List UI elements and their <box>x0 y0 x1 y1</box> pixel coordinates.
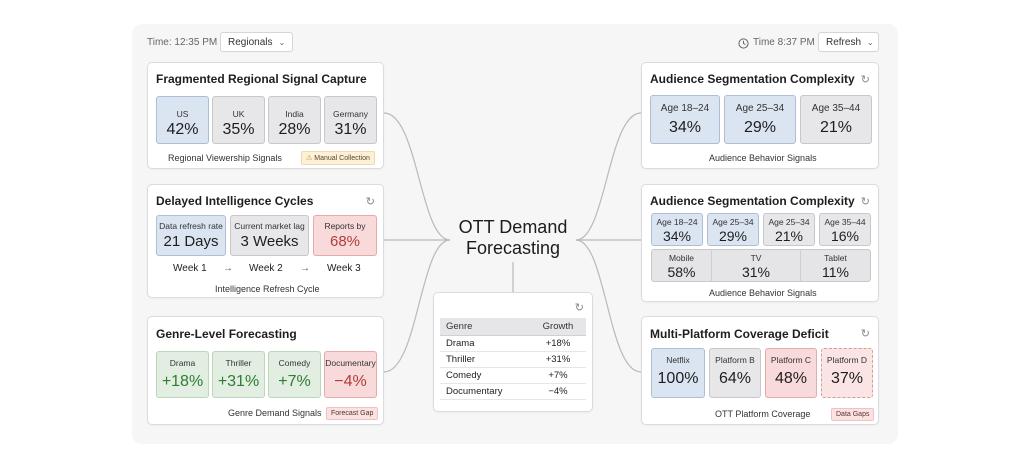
table-header-genre: Genre <box>440 318 530 336</box>
regional-signal-card: Fragmented Regional Signal Capture US 42… <box>147 62 384 169</box>
arrow-right-icon: → <box>223 263 233 274</box>
chevron-down-icon: ⌄ <box>867 37 874 47</box>
region-tile-uk: UK 35% <box>212 96 265 144</box>
refresh-icon[interactable]: ↻ <box>860 74 870 86</box>
clock-icon <box>738 36 749 54</box>
week-3-label: Week 3 <box>327 263 361 274</box>
market-lag-tile: Current market lag 3 Weeks <box>230 215 309 256</box>
regionals-select-value: Regionals <box>228 36 273 48</box>
connector-audience1 <box>575 112 642 241</box>
manual-collection-badge: ⚠ Manual Collection <box>301 151 375 165</box>
card-title: Multi-Platform Coverage Deficit <box>650 327 829 341</box>
center-title-line2: Forecasting <box>465 238 561 258</box>
card-title: Genre-Level Forecasting <box>156 327 297 341</box>
center-title-line1: OTT Demand <box>458 217 568 237</box>
platform-tile-netflix: Netflix 100% <box>651 348 705 398</box>
forecast-gap-badge: Forecast Gap <box>326 407 379 420</box>
genre-tile-thriller: Thriller +31% <box>212 351 265 398</box>
table-row: Documentary −4% <box>440 383 586 400</box>
arrow-right-icon: → <box>300 263 310 274</box>
refresh-icon[interactable]: ↻ <box>860 196 870 208</box>
audience-segmentation-card-2: Audience Segmentation Complexity ↻ Age 1… <box>641 184 879 302</box>
region-tile-germany: Germany 31% <box>324 96 377 144</box>
age-tile-18-24: Age 18–24 34% <box>650 95 720 144</box>
platform-tile-b: Platform B 64% <box>709 348 761 398</box>
connector-genre <box>383 239 451 373</box>
genre-tile-documentary: Documentary −4% <box>324 351 377 398</box>
delayed-intelligence-card: Delayed Intelligence Cycles ↻ Data refre… <box>147 184 384 298</box>
left-time: Time: 12:35 PM <box>147 37 218 48</box>
genre-forecasting-card: Genre-Level Forecasting Drama +18% Thril… <box>147 316 384 425</box>
platform-tile-c: Platform C 48% <box>765 348 817 398</box>
device-tiles-row: Mobile 58% TV 31% Tablet 11% <box>651 249 871 282</box>
reports-tile: Reports by 68% <box>313 215 377 256</box>
region-tile-india: India 28% <box>268 96 321 144</box>
data-gaps-badge: Data Gaps <box>831 408 875 421</box>
warning-icon: ⚠ <box>306 155 313 162</box>
card-title: Audience Segmentation Complexity <box>650 194 855 208</box>
regionals-select[interactable]: Regionals ⌄ <box>220 32 294 52</box>
age-tile-25-34: Age 25–34 29% <box>724 95 796 144</box>
age-tile-25-34: Age 25–34 29% <box>707 213 759 246</box>
table-row: Thriller +31% <box>440 351 586 368</box>
refresh-icon[interactable]: ↻ <box>574 302 584 314</box>
card-caption: OTT Platform Coverage <box>715 409 811 419</box>
card-caption: Intelligence Refresh Cycle <box>215 284 320 294</box>
right-time: Time 8:37 PM <box>753 37 815 48</box>
refresh-rate-tile: Data refresh rate 21 Days <box>156 215 226 256</box>
chevron-down-icon: ⌄ <box>278 37 286 47</box>
card-title: Audience Segmentation Complexity <box>650 72 855 86</box>
card-caption: Audience Behavior Signals <box>709 153 817 163</box>
platform-coverage-card: Multi-Platform Coverage Deficit ↻ Netfli… <box>641 316 879 425</box>
refresh-select-value: Refresh <box>826 36 862 48</box>
region-tile-us: US 42% <box>156 96 209 144</box>
center-title: OTT Demand Forecasting <box>450 217 576 259</box>
card-caption: Audience Behavior Signals <box>709 288 817 298</box>
refresh-icon[interactable]: ↻ <box>860 328 870 340</box>
genre-growth-table-card: ↻ Genre Growth Drama +18% Thriller +31% <box>433 292 593 412</box>
card-caption: Regional Viewership Signals <box>168 153 282 163</box>
audience-segmentation-card-1: Audience Segmentation Complexity ↻ Age 1… <box>641 62 879 169</box>
genre-tile-drama: Drama +18% <box>156 351 209 398</box>
table-row: Comedy +7% <box>440 367 586 384</box>
device-tile-tablet: Tablet 11% <box>822 253 849 280</box>
age-tile-25-34-b: Age 25–34 21% <box>763 213 815 246</box>
device-tile-tv: TV 31% <box>712 250 801 281</box>
week-1-label: Week 1 <box>173 263 207 274</box>
age-tile-18-24: Age 18–24 34% <box>651 213 703 246</box>
device-tile-mobile: Mobile 58% <box>652 250 712 281</box>
refresh-icon[interactable]: ↻ <box>365 196 375 208</box>
age-tile-35-44: Age 35–44 21% <box>800 95 872 144</box>
refresh-select[interactable]: Refresh ⌄ <box>818 32 879 52</box>
connector-regional <box>383 112 451 241</box>
card-caption: Genre Demand Signals <box>228 408 322 418</box>
genre-tile-comedy: Comedy +7% <box>268 351 321 398</box>
card-title: Delayed Intelligence Cycles <box>156 194 314 208</box>
table-header-growth: Growth <box>529 318 586 336</box>
platform-tile-d: Platform D 37% <box>821 348 873 398</box>
genre-growth-table: Genre Growth Drama +18% Thriller +31% Co… <box>440 318 586 400</box>
week-2-label: Week 2 <box>249 263 283 274</box>
card-title: Fragmented Regional Signal Capture <box>156 72 367 86</box>
age-tile-35-44: Age 35–44 16% <box>819 213 871 246</box>
table-row: Drama +18% <box>440 335 586 352</box>
connector-platform <box>575 239 642 373</box>
